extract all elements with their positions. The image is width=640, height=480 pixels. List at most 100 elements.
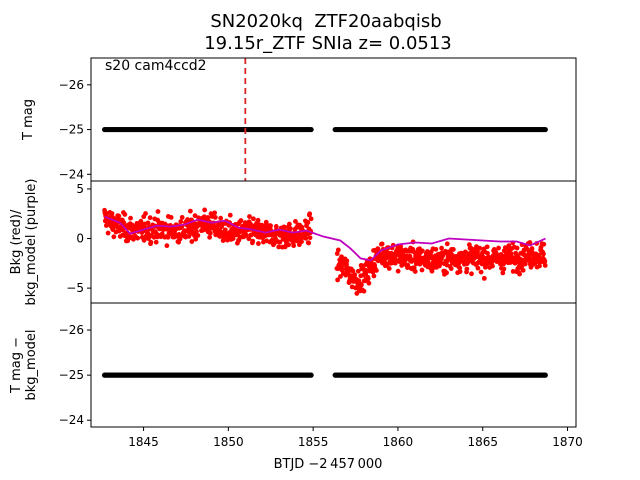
bkg-point — [205, 215, 211, 220]
bkg-point — [429, 268, 435, 274]
bkg-point — [542, 258, 548, 264]
bkg-point — [291, 243, 297, 249]
bkg-point — [243, 232, 249, 238]
bkg-point — [307, 211, 313, 217]
data-point — [542, 372, 548, 378]
bkg-point — [303, 235, 309, 241]
x-axis-ticks: 1845 1850 1855 1860 1865 1870 — [128, 427, 583, 449]
panel-top-annotation: s20 cam4ccd2 — [105, 58, 207, 74]
bkg-point — [339, 254, 344, 260]
bkg-point — [527, 240, 533, 245]
bkg-point — [187, 208, 193, 214]
bkg-point — [306, 240, 312, 246]
panel-top-marks — [101, 58, 548, 181]
xtick-label: 1855 — [298, 435, 329, 449]
bkg-point — [334, 251, 340, 256]
bkg-point — [501, 266, 507, 272]
bkg-point — [444, 270, 449, 276]
bkg-point — [359, 282, 364, 288]
bkg-point — [419, 248, 425, 254]
bkg-point — [542, 263, 548, 268]
bkg-point — [448, 266, 454, 271]
ytick-label: −25 — [59, 368, 84, 382]
bkg-point — [250, 238, 256, 244]
panel-middle-marks — [102, 207, 548, 296]
chart-title-line2: 19.15r_ZTF SNIa z= 0.0513 — [204, 33, 452, 54]
panel-middle-yticks: 5 0 −5 — [66, 182, 91, 295]
panel-top: −26 −25 −24 T mag s20 cam4ccd2 — [21, 57, 577, 182]
bkg-point — [179, 215, 185, 220]
bkg-point — [496, 245, 501, 251]
ytick-label: −5 — [66, 281, 84, 295]
panel-middle-ylabel: Bkg (red)/bkg_model (purple) — [9, 179, 39, 306]
bkg-point — [500, 270, 506, 276]
bkg-point — [419, 267, 425, 273]
bkg-point — [490, 263, 495, 269]
bkg-point — [365, 276, 371, 282]
bkg-point — [469, 246, 475, 252]
ytick-label: −26 — [59, 323, 84, 337]
data-point — [308, 126, 314, 133]
bkg-point — [168, 214, 174, 220]
bkg-point — [541, 251, 546, 257]
bkg-point — [109, 211, 115, 216]
panel-middle: 5 0 −5 Bkg (red)/bkg_model (purple) — [9, 179, 577, 306]
bkg-point — [481, 275, 487, 281]
bkg-point — [141, 237, 147, 243]
bkg-point — [308, 216, 314, 222]
ytick-label: 0 — [76, 232, 84, 246]
bkg-point — [405, 262, 411, 268]
bkg-point — [111, 234, 117, 240]
bkg-point — [464, 266, 470, 272]
bkg-point — [212, 214, 218, 220]
bkg-point — [195, 233, 201, 238]
bkg-point — [286, 221, 292, 227]
bkg-point — [520, 267, 526, 273]
bkg-point — [439, 245, 444, 251]
bkg-point — [395, 268, 401, 274]
bkg-point — [251, 216, 256, 222]
bkg-point — [484, 244, 490, 250]
bkg-point — [475, 249, 480, 255]
xtick-label: 1865 — [467, 435, 498, 449]
bkg-point — [288, 226, 293, 231]
bkg-point — [366, 280, 372, 286]
bkg-point — [295, 238, 300, 244]
data-point — [308, 372, 314, 378]
ytick-label: −25 — [59, 123, 84, 137]
bkg-point — [153, 239, 159, 245]
bkg-point — [450, 247, 456, 252]
bkg-point — [143, 211, 148, 216]
bkg-point — [433, 246, 439, 252]
bkg-point — [438, 260, 443, 266]
bkg-point — [105, 230, 111, 236]
bkg-point — [164, 243, 170, 249]
bkg-point — [457, 269, 463, 274]
bkg-point — [379, 241, 385, 247]
panel-bottom-marks — [101, 372, 548, 378]
panel-bottom-frame — [90, 302, 577, 428]
xtick-label: 1860 — [383, 435, 414, 449]
ytick-label: −26 — [59, 78, 84, 92]
bkg-point — [457, 265, 463, 271]
bkg-model-line — [104, 215, 546, 262]
bkg-point — [155, 209, 161, 214]
xtick-label: 1845 — [128, 435, 159, 449]
bkg-point — [505, 251, 510, 257]
bkg-point — [537, 263, 542, 269]
ytick-label: −24 — [59, 413, 84, 427]
xtick-label: 1850 — [213, 435, 244, 449]
bkg-point — [475, 265, 481, 271]
bkg-point — [371, 273, 377, 279]
data-point — [542, 126, 548, 133]
bkg-point — [128, 215, 133, 221]
bkg-point — [277, 239, 283, 245]
bkg-point — [263, 219, 269, 225]
bkg-point — [517, 271, 522, 277]
bkg-point — [350, 268, 356, 274]
bkg-point — [541, 241, 547, 247]
bkg-point — [305, 220, 311, 225]
bkg-point — [256, 241, 261, 246]
bkg-point — [477, 245, 483, 251]
